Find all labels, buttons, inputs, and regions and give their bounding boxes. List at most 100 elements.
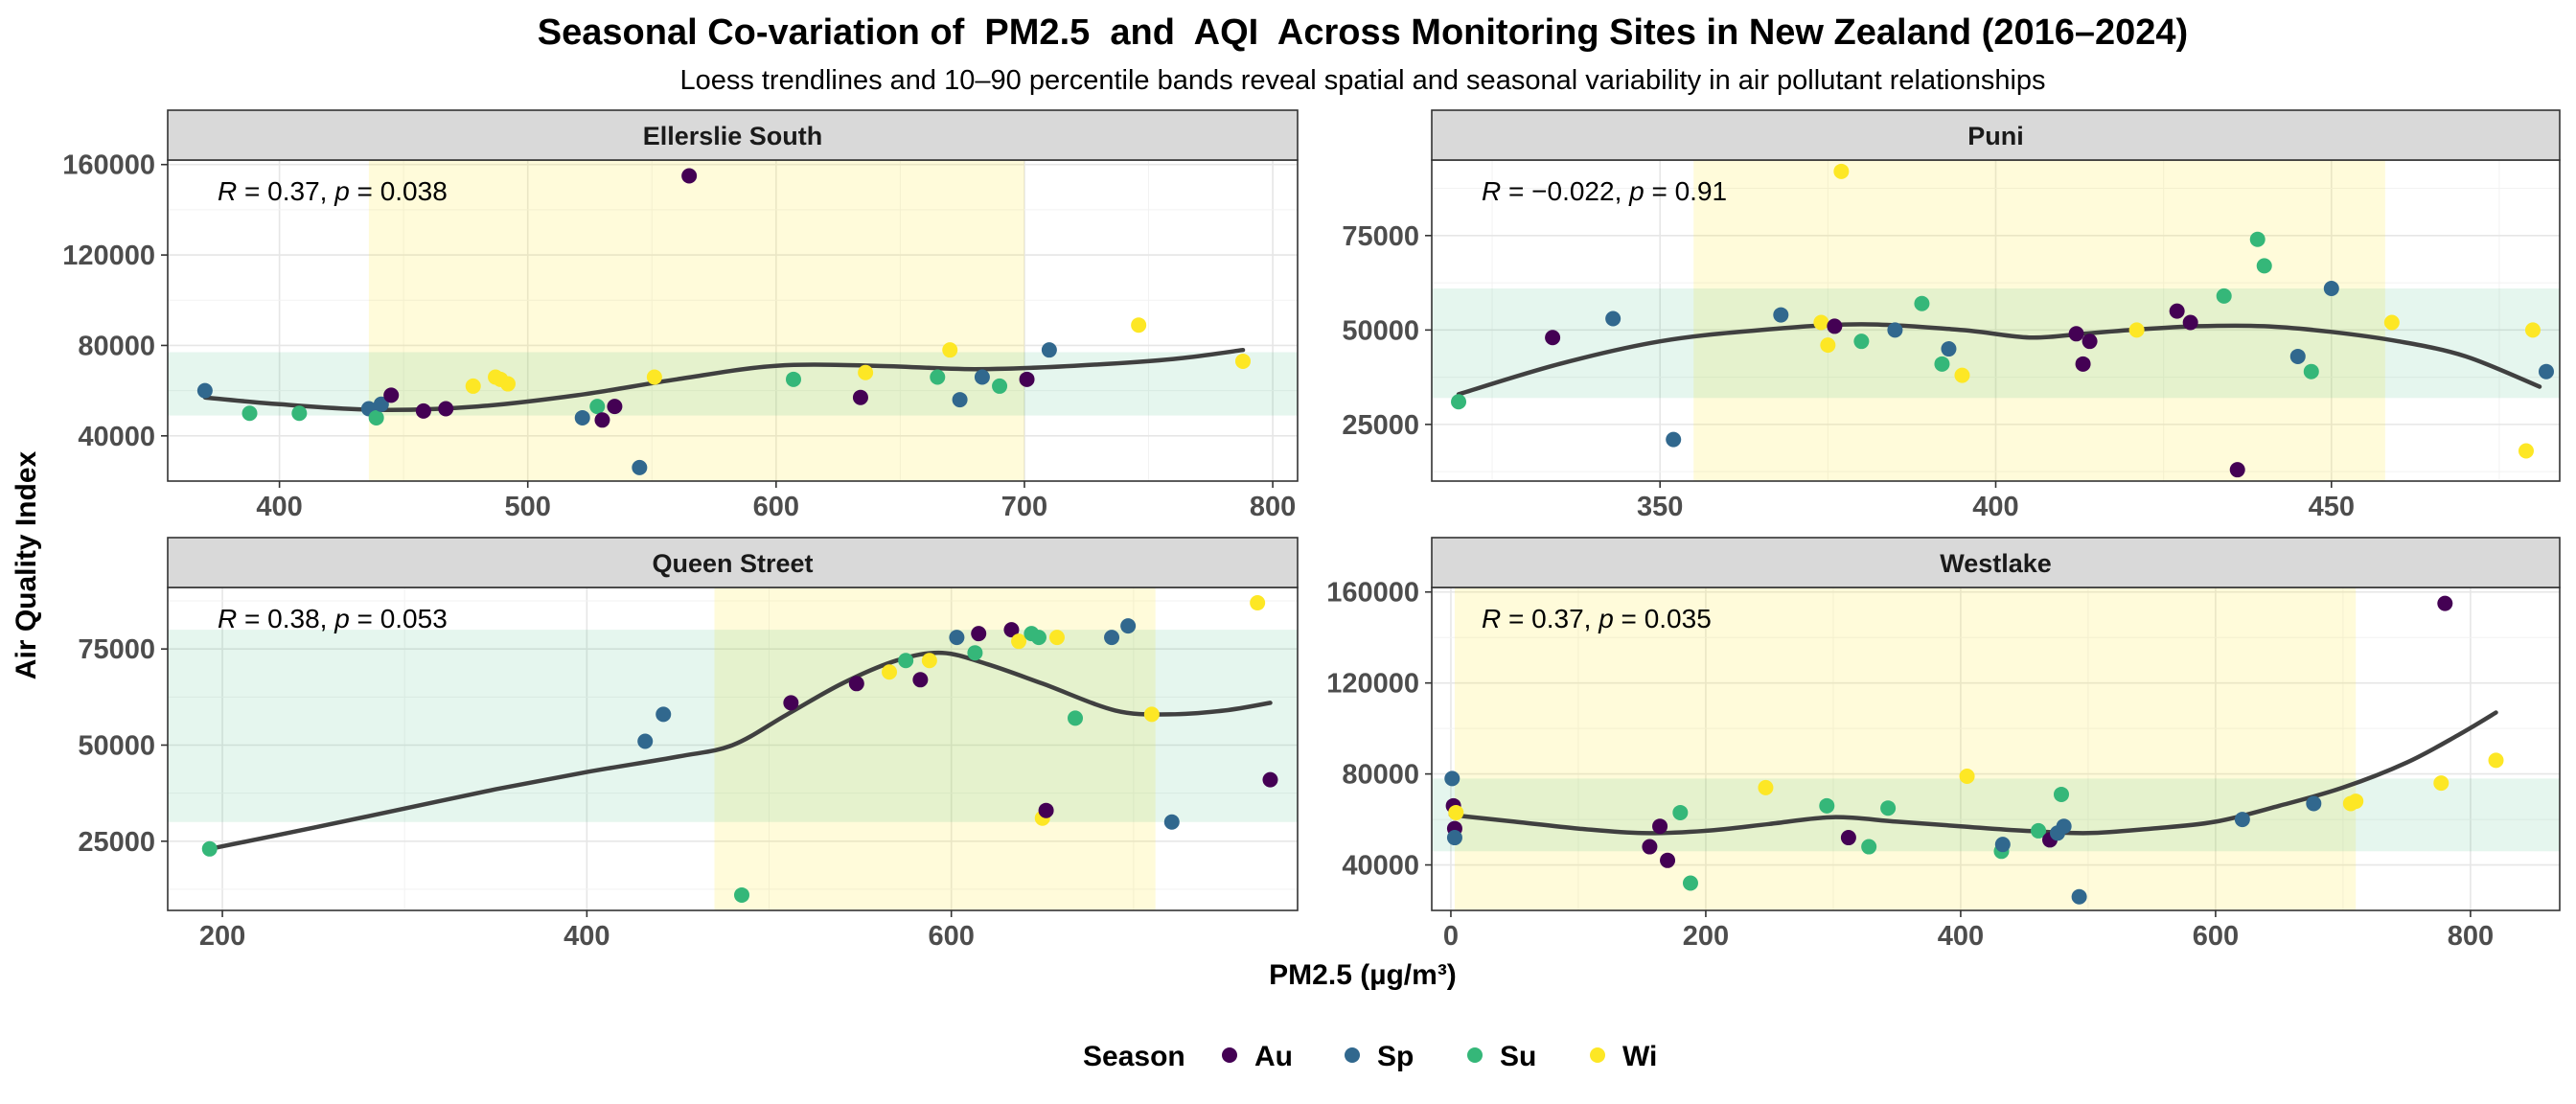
- loess-trendline: [1456, 322, 2542, 397]
- data-point-wi: [942, 342, 958, 358]
- data-point-su: [589, 399, 606, 415]
- data-point-au: [1038, 802, 1054, 818]
- facet-label: Puni: [1967, 122, 2024, 150]
- y-percentile-band: [1432, 288, 2560, 399]
- data-point-su: [1819, 797, 1835, 814]
- data-point-au: [2182, 314, 2198, 331]
- data-point-wi: [1813, 314, 1829, 331]
- y-tick-label: 75000: [1342, 221, 1419, 252]
- data-point-sp: [574, 409, 590, 426]
- y-tick-label: 160000: [62, 150, 155, 181]
- x-tick-label: 600: [753, 492, 799, 522]
- data-point-su: [2256, 258, 2272, 274]
- legend-key-au: [1222, 1047, 1237, 1063]
- y-tick-label: 160000: [1326, 578, 1419, 609]
- x-tick-label: 400: [256, 492, 302, 522]
- x-tick-label: 800: [1250, 492, 1296, 522]
- data-point-sp: [1666, 431, 1682, 448]
- facet-label: Ellerslie South: [643, 122, 823, 150]
- y-tick-label: 25000: [1342, 410, 1419, 441]
- y-tick-label: 75000: [78, 634, 155, 665]
- data-point-su: [1861, 839, 1877, 855]
- percentile-bands: [168, 160, 1298, 481]
- data-point-au: [1003, 622, 1020, 638]
- data-point-au: [1262, 771, 1278, 788]
- data-point-au: [912, 672, 929, 688]
- data-point-su: [1853, 334, 1870, 350]
- panel-queen-street: Queen Street R = 0.38, p = 0.053 200 400 600…: [78, 537, 1299, 952]
- x-tick-label: 400: [1938, 921, 1984, 952]
- data-point-au: [783, 695, 799, 711]
- data-point-wi: [858, 364, 874, 380]
- data-point-sp: [1104, 630, 1120, 646]
- y-percentile-band: [168, 630, 1298, 822]
- data-point-au: [2068, 326, 2084, 342]
- data-point-au: [848, 676, 864, 692]
- percentile-bands: [1432, 160, 2560, 481]
- plot-background: [1432, 587, 2560, 910]
- correlation-annotation: R = −0.022, p = 0.91: [1482, 176, 1727, 206]
- x-tick-label: 600: [2193, 921, 2239, 952]
- y-axis: 40000 80000 120000 160000: [1326, 578, 1432, 882]
- data-point-au: [2169, 303, 2185, 319]
- data-point-au: [1642, 839, 1658, 855]
- panel-ellerslie-south: Ellerslie South R = 0.37, p = 0.038 400 500…: [62, 109, 1299, 522]
- data-point-sp: [1120, 618, 1137, 634]
- data-point-au: [1652, 818, 1668, 835]
- data-point-sp: [196, 382, 213, 399]
- legend-label: Au: [1254, 1041, 1293, 1072]
- data-point-su: [967, 645, 983, 661]
- legend-label: Su: [1500, 1041, 1536, 1072]
- data-point-wi: [1143, 706, 1160, 723]
- x-axis: 200 400 600: [199, 910, 975, 952]
- data-point-su: [1880, 800, 1897, 816]
- data-point-sp: [2056, 818, 2072, 835]
- data-point-wi: [499, 376, 516, 392]
- gridlines: [168, 160, 1298, 481]
- data-point-su: [1068, 710, 1084, 726]
- y-tick-label: 25000: [78, 827, 155, 858]
- x-tick-label: 600: [928, 921, 974, 952]
- data-point-wi: [2348, 794, 2364, 810]
- x-tick-label: 400: [564, 921, 610, 952]
- x-tick-label: 700: [1001, 492, 1047, 522]
- loess-trendline: [207, 650, 1273, 852]
- correlation-annotation: R = 0.37, p = 0.035: [1482, 604, 1712, 633]
- x-axis-title: PM2.5 (µg/m³): [1269, 959, 1457, 991]
- data-point-sp: [949, 630, 965, 646]
- data-point-au: [2082, 334, 2098, 350]
- data-point-au: [594, 412, 610, 428]
- correlation-annotation: R = 0.37, p = 0.038: [218, 176, 448, 206]
- loess-trendline: [1448, 710, 2498, 836]
- data-point-sp: [2306, 795, 2322, 812]
- panel-westlake: Westlake R = 0.37, p = 0.035 0 200 400 600 800…: [1326, 537, 2561, 952]
- data-point-su: [992, 378, 1008, 394]
- data-point-wi: [646, 369, 662, 385]
- data-points: [1444, 595, 2504, 905]
- data-point-su: [1934, 356, 1950, 372]
- data-point-au: [438, 401, 454, 417]
- x-percentile-band: [368, 160, 1024, 481]
- data-point-au: [607, 399, 623, 415]
- data-point-wi: [1234, 353, 1251, 369]
- data-point-sp: [1444, 770, 1460, 787]
- legend-title: Season: [1083, 1041, 1185, 1072]
- data-point-wi: [1131, 317, 1147, 334]
- data-point-au: [1660, 852, 1676, 868]
- x-tick-label: 400: [1972, 492, 2018, 522]
- facet-panels: Ellerslie South R = 0.37, p = 0.038 400 500…: [62, 109, 2561, 952]
- facet-label: Westlake: [1940, 549, 2052, 578]
- chart-title: Seasonal Co-variation of PM2.5 and AQI A…: [538, 12, 2188, 53]
- data-point-su: [201, 840, 218, 857]
- data-point-wi: [2488, 752, 2504, 769]
- y-tick-label: 40000: [1342, 851, 1419, 882]
- data-point-sp: [1941, 341, 1957, 357]
- facet-strip: [167, 537, 1299, 588]
- data-point-sp: [637, 733, 654, 749]
- data-point-su: [2216, 288, 2232, 304]
- data-point-wi: [1954, 367, 1970, 383]
- data-point-su: [242, 405, 258, 422]
- x-tick-label: 350: [1637, 492, 1683, 522]
- data-point-wi: [921, 653, 937, 669]
